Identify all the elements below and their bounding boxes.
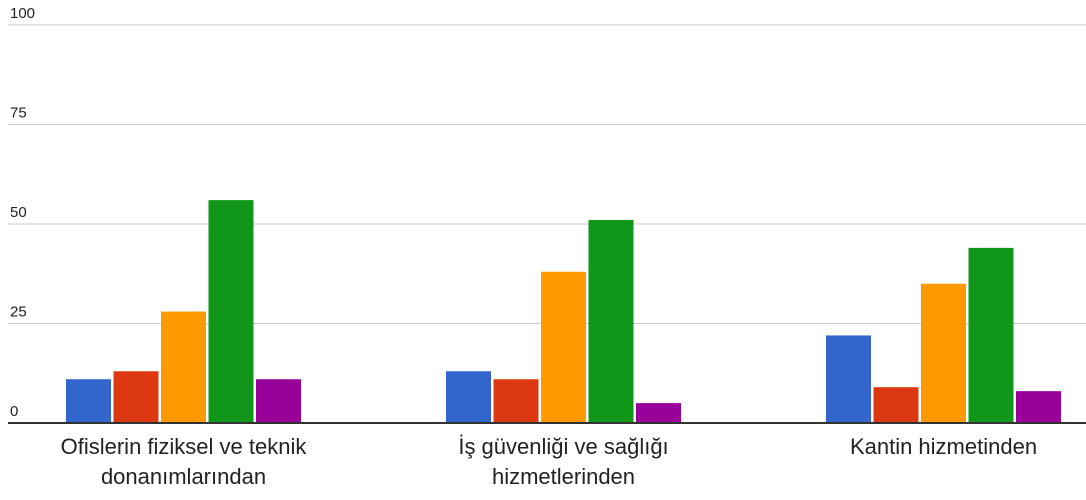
y-tick-label: 0 — [10, 403, 18, 420]
bar — [208, 200, 254, 423]
y-tick-label: 100 — [10, 5, 35, 22]
bar — [921, 283, 966, 423]
bar — [873, 387, 919, 423]
bar — [968, 247, 1014, 423]
y-tick-label: 25 — [10, 304, 27, 321]
bar — [66, 379, 111, 423]
category-label: Kantin hizmetinden — [850, 434, 1037, 459]
category-label: Ofislerin fiziksel ve teknik donanımların… — [61, 434, 308, 489]
bar — [1016, 391, 1061, 423]
bar — [113, 371, 159, 423]
category-label: İş güvenliği ve sağlığı hizmetlerinden — [458, 434, 668, 489]
y-axis-ticks: 0 25 50 75 100 — [10, 5, 35, 420]
y-tick-label: 50 — [10, 204, 27, 221]
bars — [66, 200, 1061, 423]
y-tick-label: 75 — [10, 105, 27, 122]
bar — [161, 311, 206, 423]
bar — [446, 371, 491, 423]
bar — [826, 335, 871, 423]
bar — [493, 379, 539, 423]
bar — [256, 379, 301, 423]
bar — [588, 220, 634, 423]
category-labels: Ofislerin fiziksel ve teknik donanımların… — [61, 434, 1037, 489]
bar — [541, 271, 586, 423]
bar — [636, 403, 681, 423]
